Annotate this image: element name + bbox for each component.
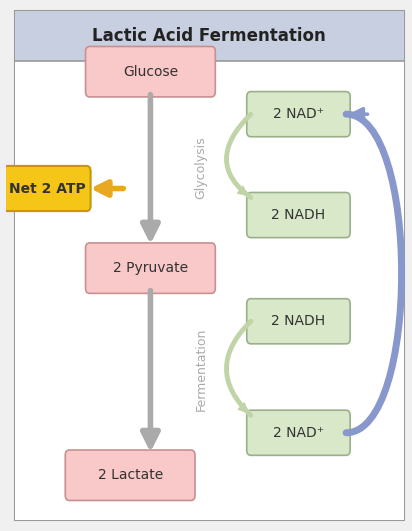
FancyBboxPatch shape xyxy=(247,91,350,136)
Bar xyxy=(14,11,404,61)
FancyBboxPatch shape xyxy=(3,166,91,211)
FancyBboxPatch shape xyxy=(86,47,215,97)
Bar xyxy=(14,61,404,520)
Text: 2 NADH: 2 NADH xyxy=(272,314,325,328)
FancyBboxPatch shape xyxy=(65,450,195,500)
Text: Net 2 ATP: Net 2 ATP xyxy=(9,182,85,195)
FancyBboxPatch shape xyxy=(247,193,350,238)
Text: 2 NAD⁺: 2 NAD⁺ xyxy=(273,107,324,121)
Text: Fermentation: Fermentation xyxy=(194,327,208,411)
Text: Glucose: Glucose xyxy=(123,65,178,79)
FancyBboxPatch shape xyxy=(86,243,215,293)
Text: 2 Pyruvate: 2 Pyruvate xyxy=(113,261,188,275)
Text: Glycolysis: Glycolysis xyxy=(194,136,208,199)
Text: Lactic Acid Fermentation: Lactic Acid Fermentation xyxy=(92,27,326,45)
Text: 2 NADH: 2 NADH xyxy=(272,208,325,222)
FancyBboxPatch shape xyxy=(247,298,350,344)
Text: 2 Lactate: 2 Lactate xyxy=(98,468,163,482)
FancyBboxPatch shape xyxy=(247,410,350,456)
Text: 2 NAD⁺: 2 NAD⁺ xyxy=(273,426,324,440)
